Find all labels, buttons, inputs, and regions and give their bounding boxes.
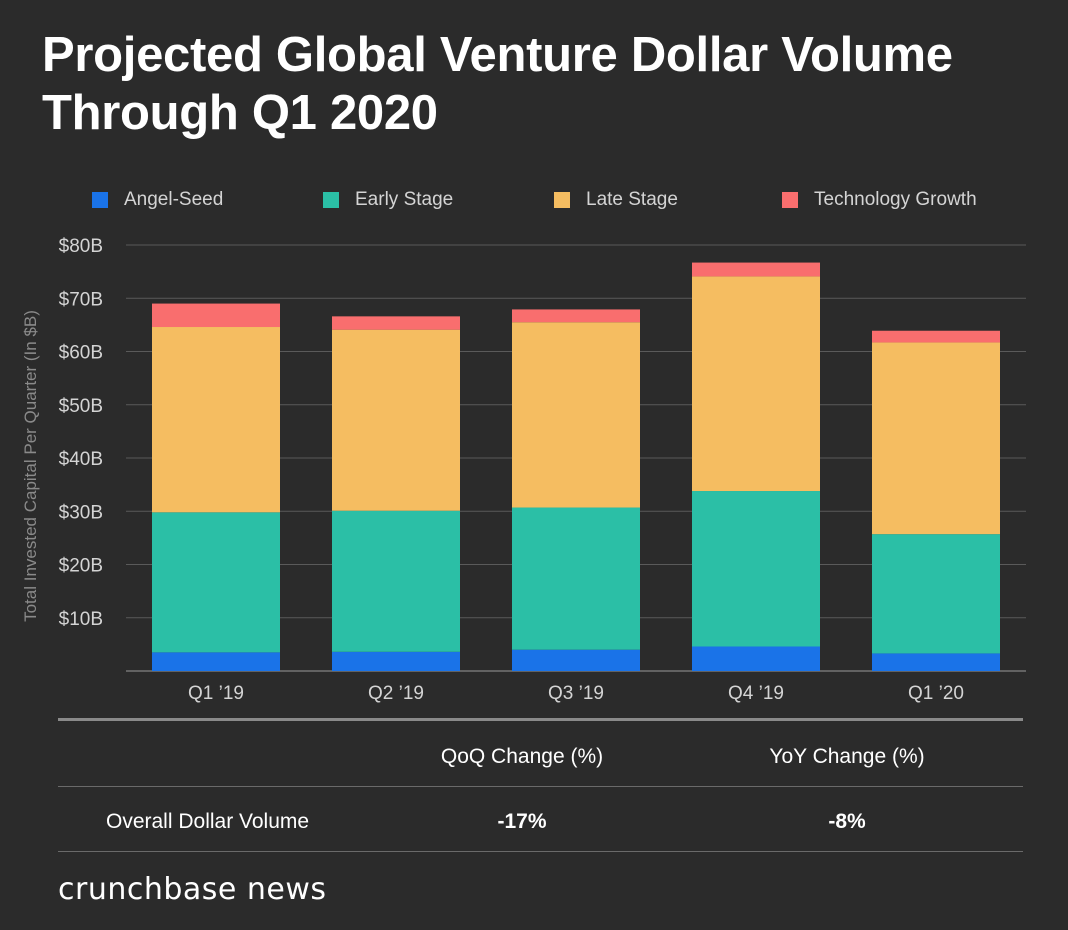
- x-tick-label: Q1 ’19: [188, 683, 244, 704]
- bar-segment-early-stage: [512, 507, 640, 650]
- legend-swatch-technology-growth: [782, 192, 798, 208]
- legend-swatch-late-stage: [554, 192, 570, 208]
- x-tick-label: Q3 ’19: [548, 683, 604, 704]
- table-bottom-rule: [58, 851, 1023, 852]
- bar-segment-technology-growth: [692, 262, 820, 277]
- legend-label-late-stage: Late Stage: [586, 189, 678, 210]
- table-row-label: Overall Dollar Volume: [106, 810, 310, 833]
- y-tick-label: $70B: [59, 289, 103, 310]
- y-tick-label: $30B: [59, 502, 103, 523]
- legend-item-technology-growth: Technology Growth: [782, 187, 977, 213]
- bar-segment-angel-seed: [692, 646, 820, 671]
- bar-segment-early-stage: [692, 491, 820, 647]
- stacked-bar-chart: $10B $20B $30B $40B $50B $60B $70B $80B Total In…: [21, 236, 1026, 704]
- legend-label-early-stage: Early Stage: [355, 189, 454, 210]
- chart-title-line-1: Projected Global Venture Dollar Volume: [42, 28, 953, 82]
- legend-swatch-early-stage: [323, 192, 339, 208]
- y-tick-label: $20B: [59, 556, 103, 577]
- table-value-qoq: -17%: [497, 810, 547, 833]
- table-header-yoy: YoY Change (%): [769, 745, 925, 768]
- legend-item-angel-seed: Angel-Seed: [92, 187, 223, 213]
- bar-segment-early-stage: [152, 512, 280, 653]
- bar-segment-angel-seed: [512, 649, 640, 671]
- bar-segment-late-stage: [332, 329, 460, 511]
- bar-segment-angel-seed: [332, 651, 460, 671]
- x-tick-label: Q1 ’20: [908, 683, 964, 704]
- bar-segment-early-stage: [872, 534, 1000, 654]
- bar-segment-angel-seed: [872, 653, 1000, 671]
- table-header-qoq: QoQ Change (%): [440, 745, 604, 768]
- chart-legend: Angel-Seed Early Stage Late Stage Techno…: [0, 187, 1068, 213]
- legend-label-angel-seed: Angel-Seed: [124, 189, 224, 210]
- x-tick-label: Q2 ’19: [368, 683, 424, 704]
- bar-segment-angel-seed: [152, 652, 280, 671]
- table-top-rule: [58, 718, 1023, 721]
- crunchbase-news-logo: crunchbase news: [58, 872, 327, 907]
- bar-segment-technology-growth: [332, 316, 460, 330]
- y-tick-label: $80B: [59, 236, 103, 257]
- bar-segment-early-stage: [332, 510, 460, 652]
- bar-segment-late-stage: [512, 322, 640, 508]
- bar-segment-technology-growth: [872, 330, 1000, 343]
- bar-segment-technology-growth: [152, 303, 280, 328]
- chart-title-line-2: Through Q1 2020: [42, 86, 438, 140]
- bar-segment-late-stage: [152, 327, 280, 513]
- y-axis-label: Total Invested Capital Per Quarter (In $…: [21, 310, 40, 622]
- bar-segment-technology-growth: [512, 309, 640, 323]
- legend-item-early-stage: Early Stage: [323, 187, 453, 213]
- x-tick-label: Q4 ’19: [728, 683, 784, 704]
- legend-label-technology-growth: Technology Growth: [814, 189, 977, 210]
- legend-swatch-angel-seed: [92, 192, 108, 208]
- y-tick-label: $10B: [59, 609, 103, 630]
- bar-segment-late-stage: [692, 276, 820, 492]
- y-tick-label: $40B: [59, 449, 103, 470]
- y-tick-label: $60B: [59, 343, 103, 364]
- chart-title: Projected Global Venture Dollar Volume T…: [42, 26, 1042, 142]
- bar-segment-late-stage: [872, 342, 1000, 535]
- table-header-rule: [58, 786, 1023, 787]
- y-tick-label: $50B: [59, 396, 103, 417]
- legend-item-late-stage: Late Stage: [554, 187, 678, 213]
- table-value-yoy: -8%: [828, 810, 866, 833]
